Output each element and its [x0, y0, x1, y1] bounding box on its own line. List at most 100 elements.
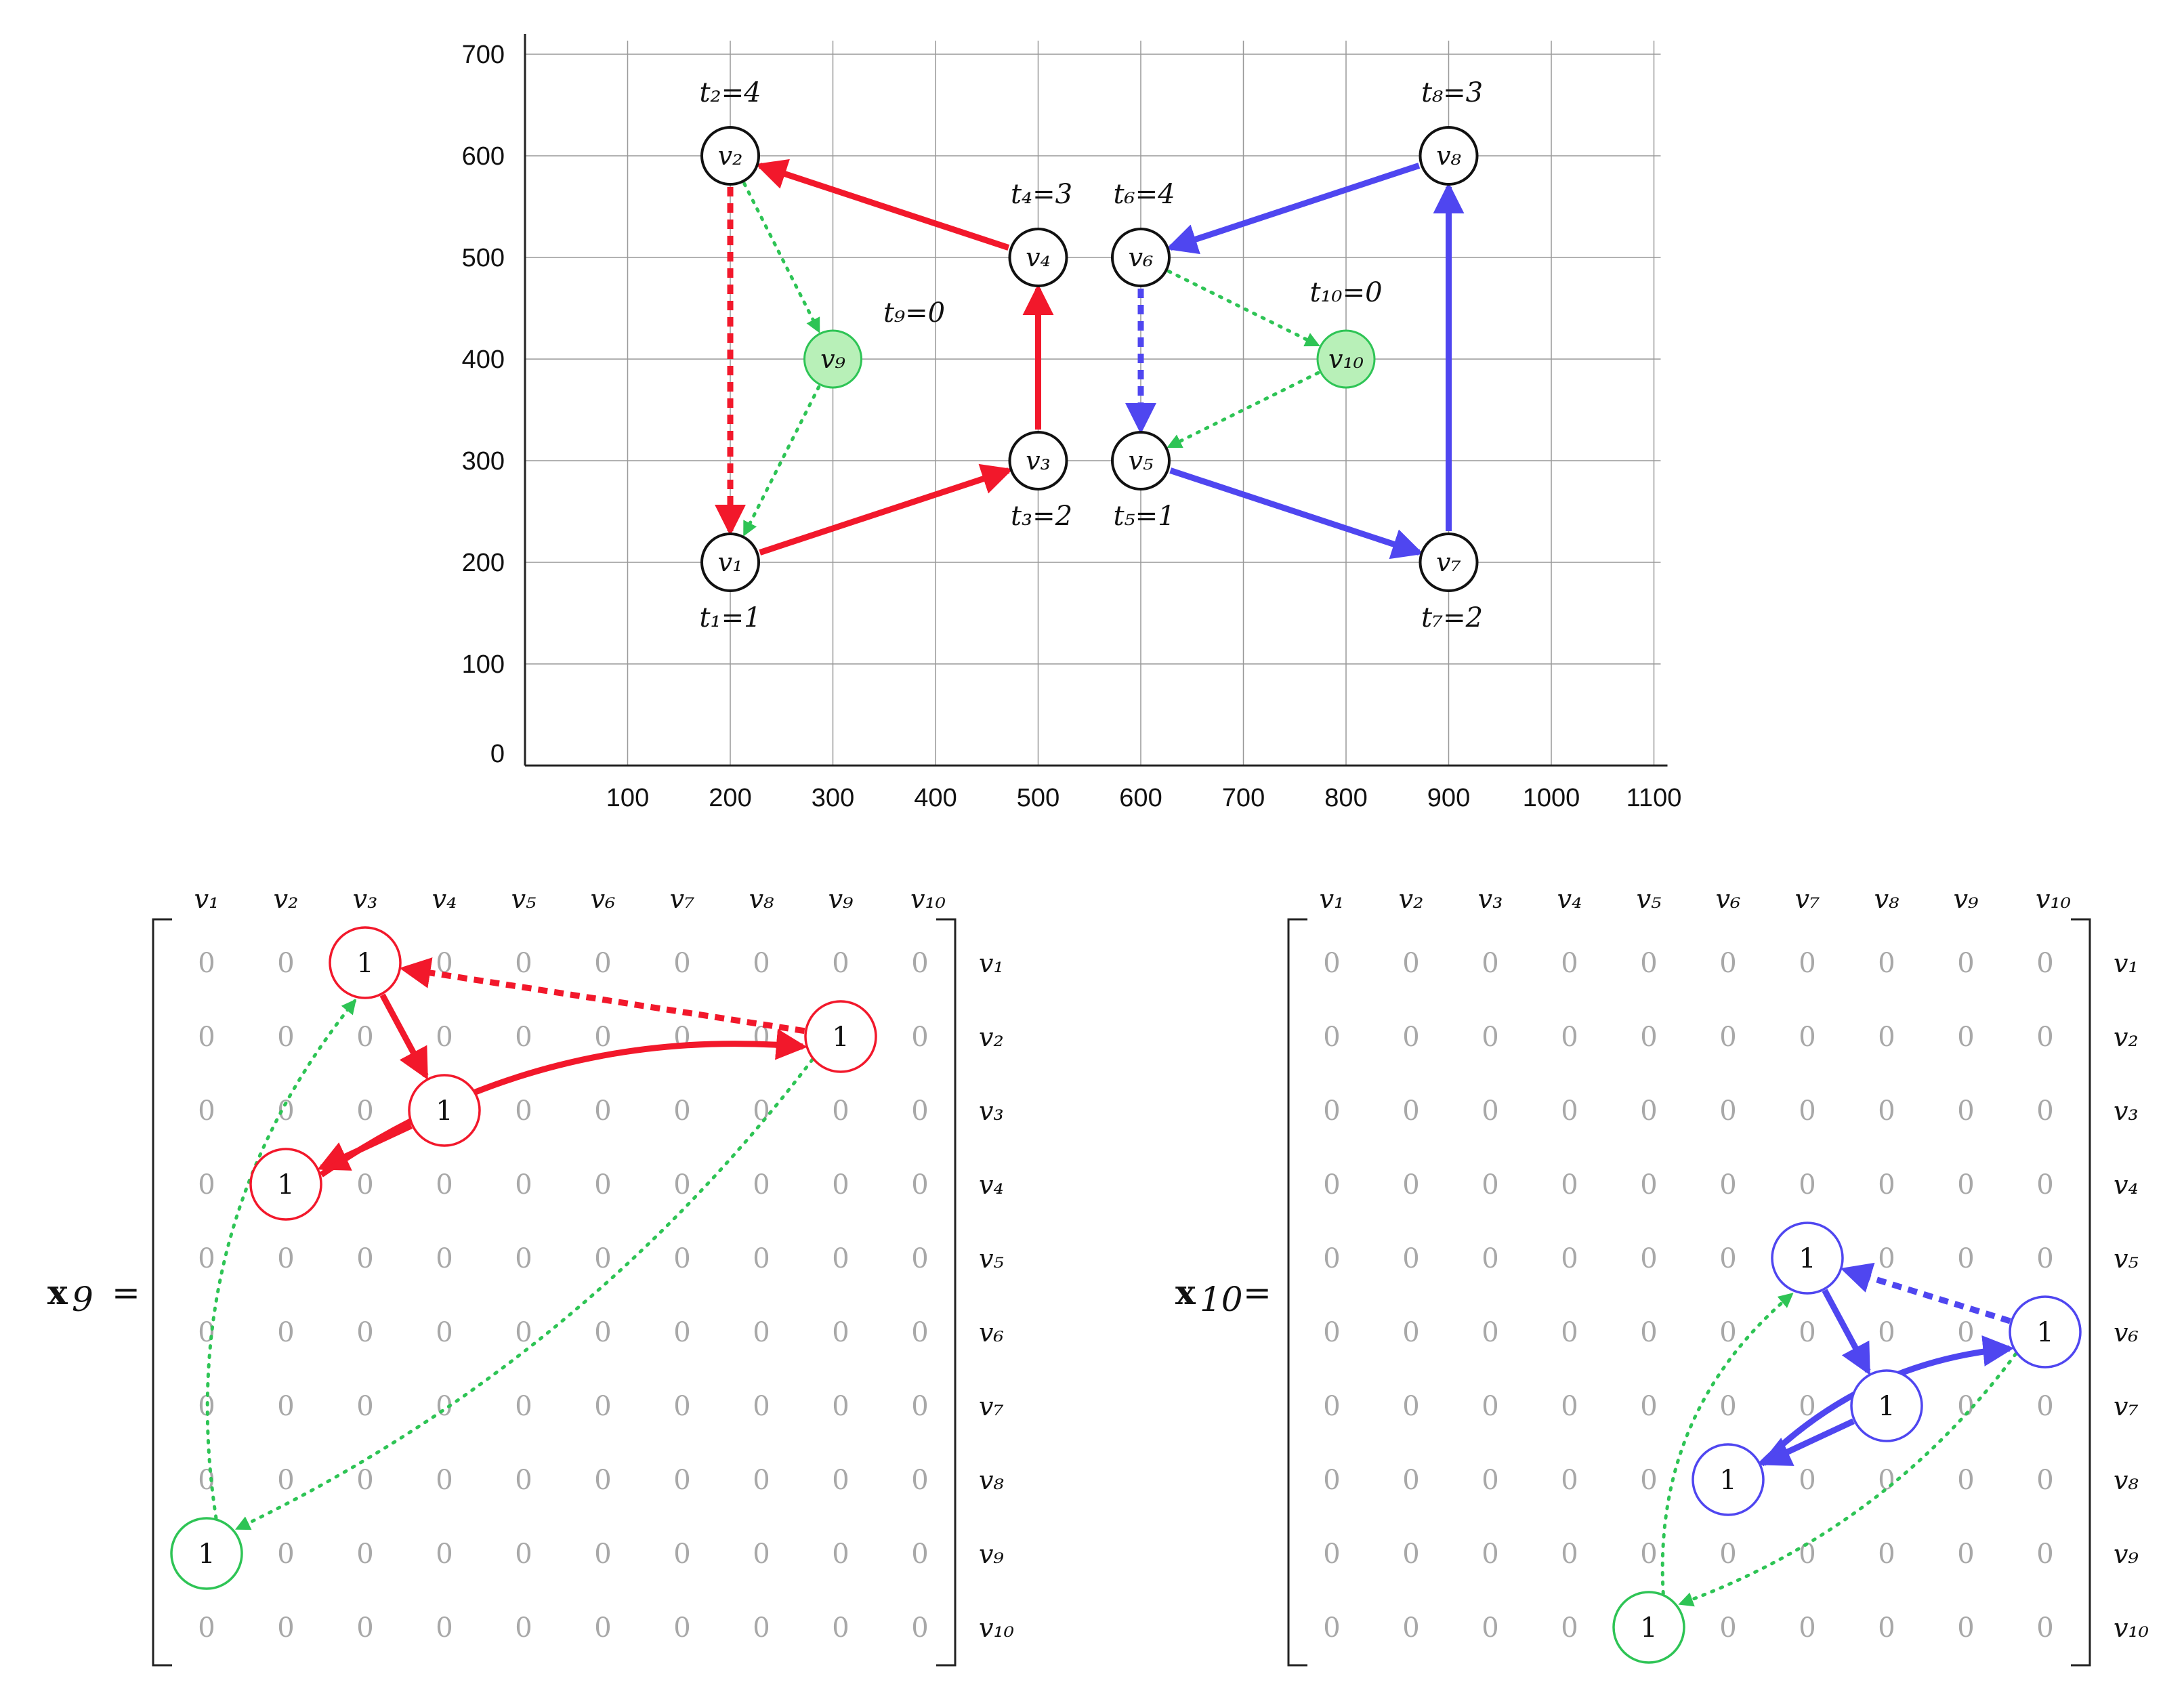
- col-label: v₇: [1795, 884, 1820, 914]
- y-tick-label: 100: [462, 650, 505, 679]
- matrix-cell-zero: 0: [2036, 1095, 2053, 1127]
- row-label: v₄: [979, 1170, 1004, 1200]
- matrix-cell-zero: 0: [911, 948, 928, 979]
- matrix-cell-zero: 0: [1799, 1095, 1815, 1127]
- matrix-cell-zero: 0: [832, 1465, 849, 1496]
- edge-v10-v5: [1167, 371, 1320, 449]
- one-value: 1: [1719, 1465, 1736, 1496]
- time-label: t₆=4: [1113, 179, 1175, 210]
- matrix-cell-zero: 0: [356, 1243, 373, 1274]
- one-circle: [1692, 1443, 1765, 1516]
- matrix-cell-zero: 0: [1640, 1022, 1657, 1053]
- matrix-cell-zero: 0: [1957, 1317, 1974, 1348]
- cells: 0 0 0 0 0 0 0 0 0 0 0 0 0 0 0 0 0 0 0 0 0 0 0 0 0 0 0 0 0 0 0 0 0 0 0 0 0 0 0 0…: [198, 948, 928, 1644]
- matrix-cell-zero: 0: [753, 1243, 770, 1274]
- col-label: v₇: [670, 884, 695, 914]
- node-label: v₁₀: [1328, 344, 1364, 374]
- node-label: v₁: [718, 547, 743, 577]
- matrix-cell-zero: 0: [515, 1169, 532, 1201]
- time-label: t₉=0: [883, 297, 945, 329]
- matrix-cell-zero: 0: [436, 1465, 453, 1496]
- col-label: v₉: [1954, 884, 1979, 914]
- matrix-cell-zero: 0: [1957, 1243, 1974, 1274]
- matrix-cell-zero: 0: [1957, 1022, 1974, 1053]
- left-bracket: [152, 918, 172, 1667]
- matrix-cell-zero: 0: [277, 1022, 294, 1053]
- matrix-cell-zero: 0: [1402, 1095, 1419, 1127]
- matrix-cell-zero: 0: [1957, 1169, 1974, 1201]
- matrix-cell-zero: 0: [198, 1022, 215, 1053]
- x-tick-label: 600: [1119, 784, 1162, 812]
- row-label: v₉: [979, 1539, 1004, 1569]
- one-value: 1: [356, 948, 373, 979]
- matrix-cell-zero: 0: [1402, 1169, 1419, 1201]
- matrix-cell-zero: 0: [1640, 1539, 1657, 1570]
- y-tick-label: 400: [462, 346, 505, 374]
- matrix-cell-zero: 0: [673, 1169, 690, 1201]
- matrix-cell-zero: 0: [1640, 1095, 1657, 1127]
- node-v4: v₄ t₄=3: [1008, 179, 1072, 287]
- row-label: v₁₀: [979, 1613, 1014, 1643]
- matrix-cell-zero: 0: [594, 1022, 611, 1053]
- matrix-cell-zero: 0: [356, 1539, 373, 1570]
- matrix-cell-zero: 0: [436, 1169, 453, 1201]
- time-label: t₃=2: [1011, 501, 1072, 532]
- matrix-cell-zero: 0: [515, 1391, 532, 1422]
- matrix-arrow: [205, 999, 357, 1520]
- x-tick-label: 200: [709, 784, 751, 812]
- matrix-cell-zero: 0: [1799, 1169, 1815, 1201]
- matrix-cell-zero: 0: [1878, 1612, 1895, 1644]
- matrix-cell-zero: 0: [1402, 1243, 1419, 1274]
- col-label: v₁₀: [910, 884, 946, 914]
- matrix-cell-zero: 0: [1640, 1169, 1657, 1201]
- matrix-cell-zero: 0: [594, 1612, 611, 1644]
- matrix-cell-zero: 0: [753, 1391, 770, 1422]
- equals-sign: =: [1243, 1273, 1272, 1312]
- row-label: v₉: [2114, 1539, 2139, 1569]
- matrix-cell-zero: 0: [753, 1612, 770, 1644]
- matrix-cell-one: 1: [329, 926, 402, 999]
- col-label: v₅: [511, 884, 537, 914]
- matrix-cell-zero: 0: [594, 1243, 611, 1274]
- matrix-cell-zero: 0: [1719, 1391, 1736, 1422]
- node-v6: v₆ t₆=4: [1111, 179, 1175, 287]
- node-label: v₅: [1129, 446, 1154, 476]
- node-circle: [1008, 228, 1068, 287]
- one-value: 1: [198, 1539, 215, 1570]
- matrix-cell-zero: 0: [1878, 1243, 1895, 1274]
- time-label: t₂=4: [699, 77, 761, 108]
- node-v3: v₃ t₃=2: [1008, 431, 1072, 532]
- matrix-cell-zero: 0: [1957, 948, 1974, 979]
- time-label: t₇=2: [1421, 602, 1483, 633]
- edges: [715, 159, 1465, 560]
- col-label: v₅: [1637, 884, 1662, 914]
- node-circle: [700, 126, 760, 186]
- matrix-cell-one: 1: [1771, 1222, 1844, 1295]
- matrix-arrows: [205, 957, 814, 1530]
- equals-sign: =: [112, 1273, 140, 1312]
- matrix-cell-zero: 0: [594, 1169, 611, 1201]
- matrix-cell-zero: 0: [1561, 1317, 1578, 1348]
- matrix-cell-zero: 0: [2036, 1391, 2053, 1422]
- row-label: v₂: [2114, 1022, 2139, 1052]
- node-circle: [803, 329, 862, 389]
- x-tick-label: 1000: [1523, 784, 1580, 812]
- right-bracket: [2071, 918, 2091, 1667]
- col-label: v₈: [749, 884, 774, 914]
- matrix-cell-zero: 0: [1957, 1465, 1974, 1496]
- matrix-cell-zero: 0: [1482, 948, 1498, 979]
- matrix-cell-zero: 0: [277, 1391, 294, 1422]
- y-tick-label: 200: [462, 549, 505, 577]
- matrix-cell-zero: 0: [1482, 1095, 1498, 1127]
- matrix-cell-zero: 0: [1323, 1317, 1340, 1348]
- matrix-cell-zero: 0: [436, 1612, 453, 1644]
- row-label: v₅: [2114, 1244, 2139, 1274]
- matrix-cell-zero: 0: [1799, 1317, 1815, 1348]
- matrix-cell-zero: 0: [515, 1022, 532, 1053]
- matrix-cell-zero: 0: [1402, 948, 1419, 979]
- matrix-cell-zero: 0: [1323, 1391, 1340, 1422]
- matrix-cell-zero: 0: [911, 1391, 928, 1422]
- x-tick-label: 300: [812, 784, 854, 812]
- matrix-cell-zero: 0: [832, 1169, 849, 1201]
